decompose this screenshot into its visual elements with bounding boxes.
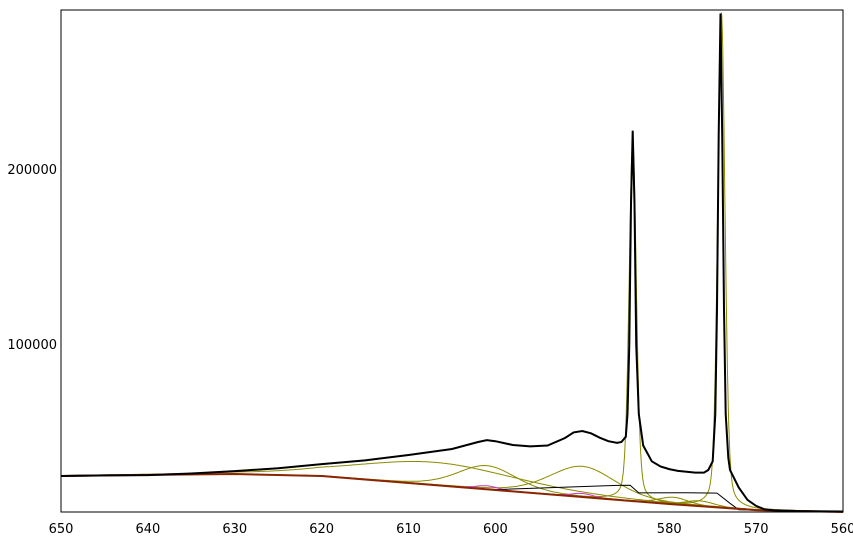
component-peak-6 <box>60 473 844 513</box>
x-tick-label: 580 <box>657 522 682 537</box>
plot-frame <box>60 9 844 513</box>
x-tick-label: 560 <box>831 522 853 537</box>
x-tick-label: 600 <box>483 522 508 537</box>
x-axis: 650 640 630 620 610 600 590 580 570 560 <box>49 522 853 537</box>
y-tick-label: 100000 <box>7 338 57 353</box>
component-peak-2 <box>61 464 843 513</box>
spectrum-line <box>60 13 844 513</box>
y-axis: 100000 200000 <box>7 163 57 353</box>
y-tick-label: 200000 <box>7 163 57 178</box>
x-tick-label: 570 <box>744 522 769 537</box>
x-tick-label: 650 <box>49 522 74 537</box>
plot-curves <box>60 12 844 513</box>
x-tick-label: 610 <box>396 522 421 537</box>
step-line <box>495 484 757 511</box>
x-tick-label: 640 <box>135 522 160 537</box>
x-tick-label: 590 <box>570 522 595 537</box>
component-peak-7 <box>61 12 843 513</box>
component-peak-4 <box>61 142 844 513</box>
x-tick-label: 630 <box>222 522 247 537</box>
x-tick-label: 620 <box>309 522 334 537</box>
